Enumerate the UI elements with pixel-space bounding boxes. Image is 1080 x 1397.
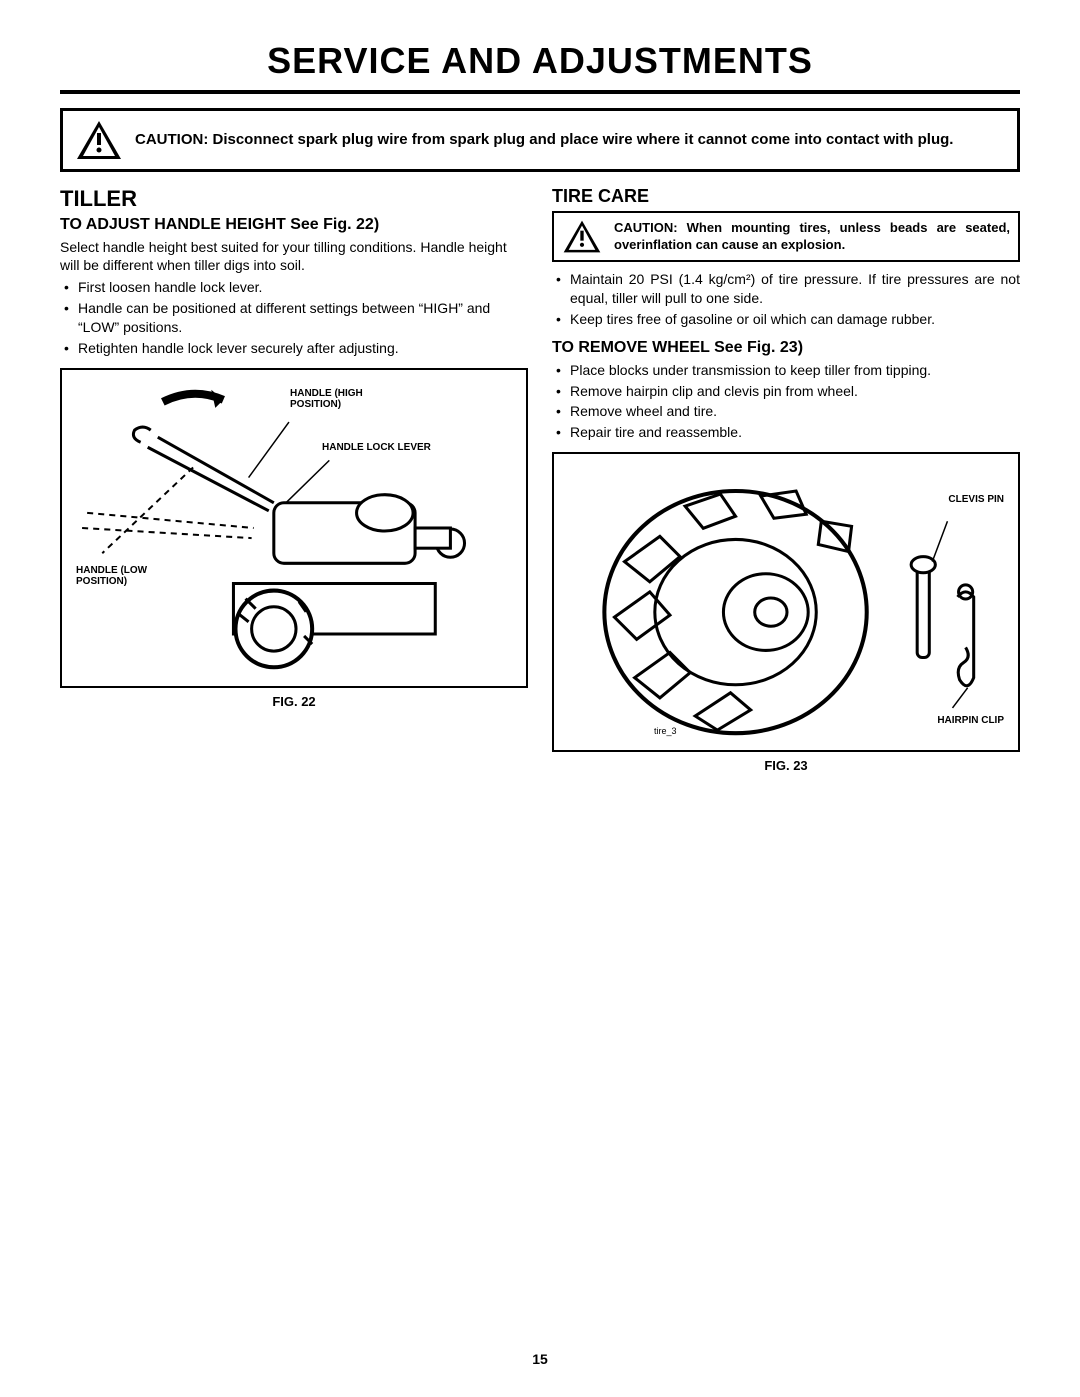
page-number: 15 (0, 1351, 1080, 1367)
fig22-caption: FIG. 22 (60, 694, 528, 709)
adjust-handle-list: First loosen handle lock lever. Handle c… (60, 278, 528, 358)
caution-label: CAUTION: (135, 131, 208, 148)
remove-wheel-subtitle: TO REMOVE WHEEL See Fig. 23) (552, 339, 1020, 357)
main-caution-text: CAUTION: Disconnect spark plug wire from… (135, 131, 953, 150)
label-clevis-pin: CLEVIS PIN (948, 494, 1004, 505)
tiller-section-title: TILLER (60, 186, 528, 212)
list-item: First loosen handle lock lever. (78, 278, 528, 297)
caution-label: CAUTION: (614, 220, 678, 235)
list-item: Remove wheel and tire. (570, 402, 1020, 421)
adjust-handle-subtitle: TO ADJUST HANDLE HEIGHT See Fig. 22) (60, 216, 528, 234)
tire-illustration (564, 464, 1008, 740)
label-tire3: tire_3 (654, 726, 677, 736)
main-caution-box: CAUTION: Disconnect spark plug wire from… (60, 108, 1020, 172)
list-item: Repair tire and reassemble. (570, 423, 1020, 442)
label-hairpin-clip: HAIRPIN CLIP (937, 715, 1004, 726)
tire-care-list: Maintain 20 PSI (1.4 kg/cm²) of tire pre… (552, 270, 1020, 329)
page-title: SERVICE AND ADJUSTMENTS (60, 40, 1020, 94)
list-item: Place blocks under transmission to keep … (570, 361, 1020, 380)
left-column: TILLER TO ADJUST HANDLE HEIGHT See Fig. … (60, 186, 528, 773)
list-item: Retighten handle lock lever securely aft… (78, 339, 528, 358)
label-handle-lock: HANDLE LOCK LEVER (322, 442, 432, 453)
tiller-illustration (72, 380, 516, 676)
remove-wheel-list: Place blocks under transmission to keep … (552, 361, 1020, 443)
adjust-handle-intro: Select handle height best suited for you… (60, 238, 528, 274)
tire-caution-text: CAUTION: When mounting tires, unless bea… (614, 220, 1010, 253)
label-handle-high: HANDLE (HIGH POSITION) (290, 388, 400, 410)
caution-body: Disconnect spark plug wire from spark pl… (213, 131, 954, 148)
list-item: Remove hairpin clip and clevis pin from … (570, 382, 1020, 401)
fig23-caption: FIG. 23 (552, 758, 1020, 773)
figure-22-box: HANDLE (HIGH POSITION) HANDLE LOCK LEVER… (60, 368, 528, 688)
warning-triangle-icon (75, 119, 123, 161)
list-item: Keep tires free of gasoline or oil which… (570, 310, 1020, 329)
list-item: Handle can be positioned at different se… (78, 299, 528, 337)
warning-triangle-icon (562, 219, 602, 254)
tire-caution-box: CAUTION: When mounting tires, unless bea… (552, 211, 1020, 262)
figure-23-box: CLEVIS PIN HAIRPIN CLIP tire_3 (552, 452, 1020, 752)
tire-care-title: TIRE CARE (552, 186, 1020, 207)
list-item: Maintain 20 PSI (1.4 kg/cm²) of tire pre… (570, 270, 1020, 308)
right-column: TIRE CARE CAUTION: When mounting tires, … (552, 186, 1020, 773)
label-handle-low: HANDLE (LOW POSITION) (76, 565, 176, 587)
